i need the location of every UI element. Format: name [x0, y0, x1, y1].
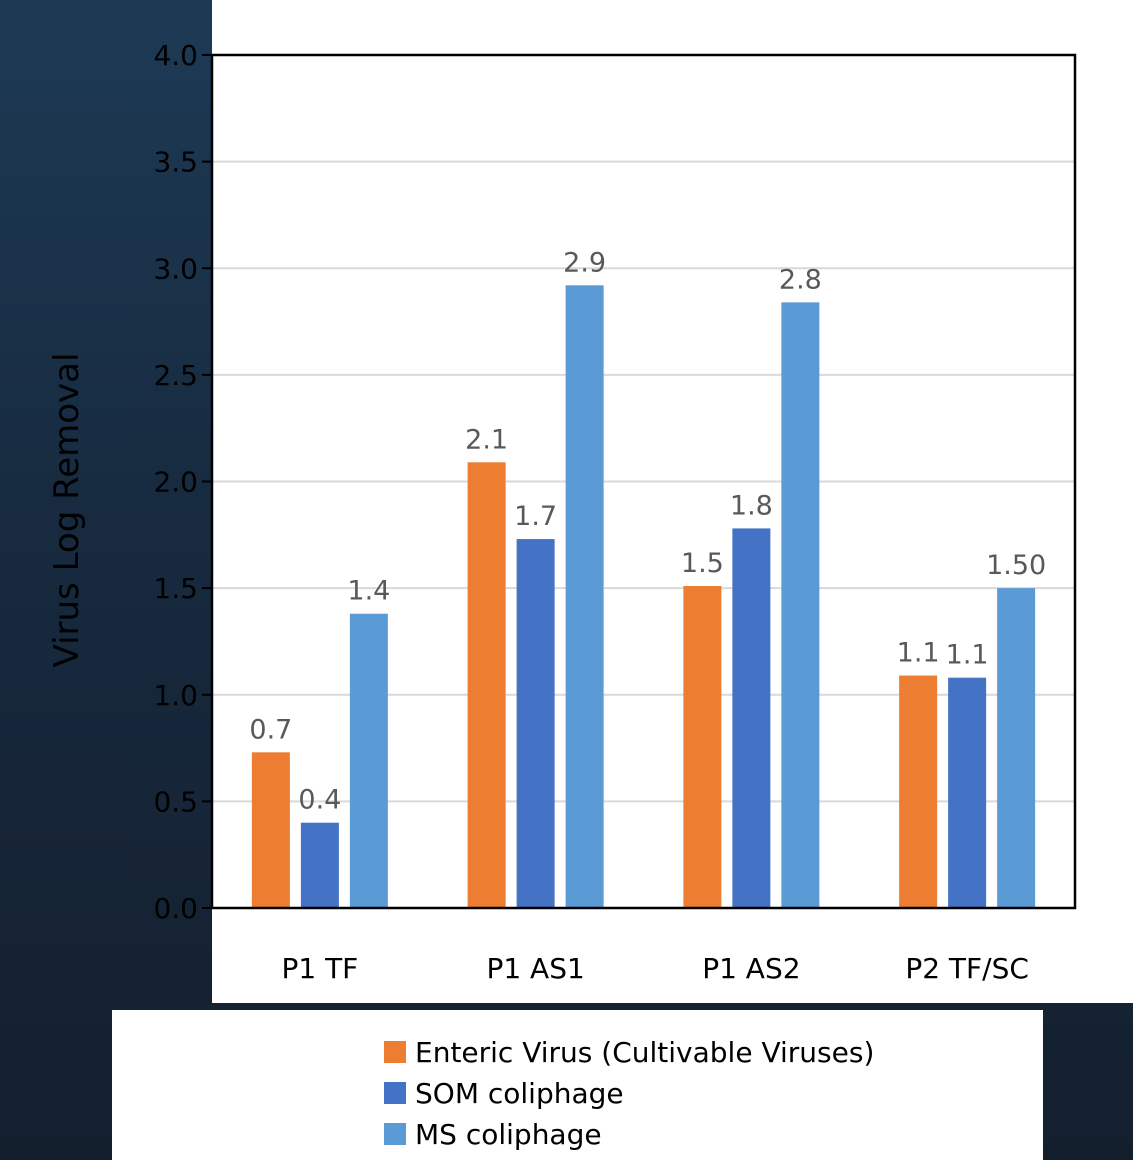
bar: [948, 677, 987, 908]
legend-label: Enteric Virus (Cultivable Viruses): [415, 1035, 875, 1069]
bar: [251, 752, 290, 908]
bar: [732, 528, 771, 908]
bar: [467, 462, 506, 908]
legend: Enteric Virus (Cultivable Viruses) SOM co…: [112, 1010, 1043, 1160]
y-tick-label: 2.5: [153, 359, 198, 392]
data-label: 1.50: [986, 550, 1046, 581]
y-tick-label: 4.0: [153, 39, 198, 72]
data-label: 1.1: [897, 638, 940, 669]
data-label: 1.1: [946, 640, 989, 671]
y-tick-label: 0.5: [153, 785, 198, 818]
bar: [349, 613, 388, 908]
data-label: 2.8: [779, 264, 822, 295]
bar: [997, 588, 1036, 908]
legend-swatch: [384, 1082, 406, 1104]
x-tick-label: P1 TF: [281, 952, 358, 985]
y-tick-label: 1.0: [153, 679, 198, 712]
legend-label: MS coliphage: [415, 1117, 602, 1151]
x-tick-label: P1 AS2: [702, 952, 800, 985]
legend-swatch: [384, 1123, 406, 1145]
y-tick-label: 2.0: [153, 466, 198, 499]
bar: [781, 302, 820, 908]
x-tick-label: P2 TF/SC: [905, 952, 1029, 985]
bar: [300, 822, 339, 908]
legend-item: MS coliphage: [384, 1114, 602, 1154]
x-tick-label: P1 AS1: [486, 952, 584, 985]
data-label: 1.8: [730, 490, 773, 521]
data-label: 0.7: [249, 714, 292, 745]
bar: [683, 585, 722, 908]
legend-item: Enteric Virus (Cultivable Viruses): [384, 1032, 874, 1072]
bar: [516, 539, 555, 908]
data-label: 2.9: [563, 247, 606, 278]
plot-frame: [210, 53, 1077, 910]
y-tick-label: 1.5: [153, 572, 198, 605]
bar: [899, 675, 938, 908]
bar-chart: 0.70.41.42.11.72.91.51.82.81.1 1.11.50 0.…: [47, 39, 1077, 985]
legend-swatch: [384, 1041, 406, 1063]
y-tick-label: 3.0: [153, 252, 198, 285]
data-label: 1.4: [347, 576, 390, 607]
y-tick-label: 3.5: [153, 146, 198, 179]
y-tick-label: 0.0: [153, 892, 198, 925]
data-label: 1.5: [681, 548, 724, 579]
legend-item: SOM coliphage: [384, 1073, 624, 1113]
bar: [565, 285, 604, 908]
y-axis-title: Virus Log Removal: [47, 353, 87, 668]
data-label: 2.1: [465, 424, 508, 455]
data-label: 0.4: [298, 785, 341, 816]
data-label: 1.7: [514, 501, 557, 532]
chart-panel: 0.7 0.4 1.4 2.1 1.7 2.9 1.5 1.8 2.8 1.1 1.1 1.50 0.…: [47, 39, 1077, 985]
legend-label: SOM coliphage: [415, 1076, 624, 1110]
